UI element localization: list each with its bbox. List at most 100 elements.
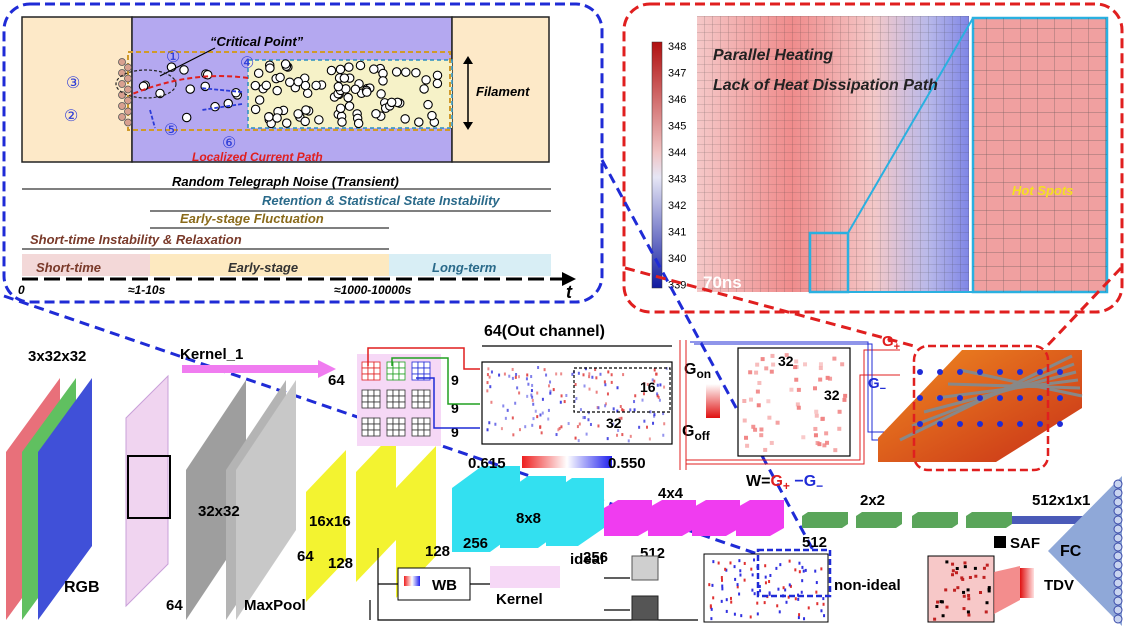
saf-label: SAF	[1010, 535, 1040, 552]
crossbar-dot	[813, 433, 818, 438]
crossbar-dot	[766, 399, 771, 404]
weight-dot	[557, 428, 560, 432]
weight-dot	[531, 423, 534, 427]
thermal-map-grid	[697, 16, 969, 292]
output-dot	[779, 563, 782, 567]
vacancy-dot	[285, 77, 295, 87]
vacancy-dot	[350, 84, 361, 95]
fc-triangle	[1048, 476, 1122, 626]
electrode-atom	[124, 107, 132, 116]
crossbar-dot	[756, 403, 761, 408]
output-dot	[764, 581, 767, 585]
weight-dot	[616, 433, 619, 437]
saf-dot	[951, 562, 955, 566]
kernel-cell	[392, 395, 400, 403]
kernel-cell	[386, 417, 394, 425]
kernel-cell	[373, 389, 381, 397]
crossbar-dot	[769, 369, 774, 374]
kernel-cell	[367, 423, 375, 431]
vacancy-dot	[293, 109, 303, 119]
electrode-atom	[118, 91, 126, 99]
weight-dot	[584, 367, 587, 371]
wb-icon	[404, 576, 420, 586]
vacancy-dot	[185, 84, 195, 94]
size-16x16-label: 16x16	[309, 513, 351, 530]
weight-dot	[583, 384, 586, 388]
output-dot	[710, 617, 713, 621]
electrode-atom	[124, 118, 132, 127]
weight-range-bar	[522, 456, 612, 468]
marker-4: ④	[240, 55, 254, 72]
saf-dot	[935, 605, 939, 609]
crossbar-dot	[840, 362, 845, 367]
weight-dot	[579, 408, 582, 412]
weight-dot	[577, 371, 580, 375]
vacancy-dot	[280, 59, 291, 69]
weight-dot	[539, 413, 542, 417]
crossbar-dot	[822, 443, 827, 448]
short-instab-label: Short-time Instability & Relaxation	[30, 232, 242, 247]
weight-dot	[588, 375, 591, 379]
saf-dot	[962, 590, 966, 594]
electrode-atom	[118, 58, 126, 66]
kernel-cell	[392, 423, 400, 431]
kernel-cell	[392, 361, 400, 369]
weight-dot	[629, 434, 632, 438]
kernel-cell	[411, 395, 419, 403]
crossbar-rail	[947, 382, 1081, 390]
crossbar-dot	[796, 387, 801, 392]
saf-legend-square	[994, 536, 1006, 548]
vacancy-dot	[378, 76, 388, 86]
weight-dot	[620, 416, 623, 420]
fc-node	[1113, 515, 1123, 525]
weight-dot	[587, 411, 590, 415]
fc-node	[1113, 551, 1123, 561]
weight-dot	[612, 422, 615, 426]
crossbar-device	[957, 395, 963, 401]
time-70ns-label: 70ns	[703, 273, 742, 292]
vacancy-dot	[314, 115, 324, 125]
retention-label: Retention & Statistical State Instabilit…	[262, 193, 500, 208]
kernel-cell	[367, 373, 375, 381]
output-dot	[820, 609, 823, 613]
input-blue-channel	[38, 378, 92, 620]
output-dot	[763, 601, 766, 605]
weight-dot	[486, 428, 489, 432]
fc-node	[1113, 605, 1123, 615]
fc-node	[1113, 497, 1123, 507]
maxpool-label: MaxPool	[244, 597, 306, 614]
kernel-cell	[423, 423, 431, 431]
kernel-cell	[367, 389, 375, 397]
weight-dot	[658, 398, 661, 402]
crossbar-rail	[923, 370, 1077, 414]
weight-dot	[563, 400, 566, 404]
crossbar-dot	[770, 353, 775, 358]
crossbar-dot	[759, 433, 764, 438]
critical-point-label: “Critical Point”	[210, 34, 304, 49]
output-dot	[822, 602, 825, 606]
weight-dot	[653, 379, 656, 383]
weight-dot	[616, 409, 619, 413]
early-stage-label: Early-stage	[228, 260, 298, 275]
weight-dot	[574, 436, 577, 440]
output-dot	[740, 614, 743, 618]
weight-dot	[512, 433, 515, 437]
saf-dot	[966, 588, 970, 592]
kernel-cell	[373, 417, 381, 425]
saf-dot	[963, 561, 967, 565]
saf-dot	[962, 594, 966, 598]
weight-dot	[656, 394, 659, 398]
crossbar-dot	[789, 387, 794, 392]
weight-dot	[610, 380, 613, 384]
thirtytwo-label-a: 32	[606, 415, 622, 431]
gon-sub: on	[696, 367, 711, 381]
output-dot	[787, 595, 790, 599]
w-eq-lead: W=	[746, 473, 770, 490]
weight-dot	[488, 421, 491, 425]
critical-point-pointer	[159, 47, 216, 77]
kernel-cell	[398, 395, 406, 403]
saf-dot	[982, 575, 986, 579]
g-minus-label: G−	[868, 375, 886, 395]
weight-dot	[588, 372, 591, 376]
